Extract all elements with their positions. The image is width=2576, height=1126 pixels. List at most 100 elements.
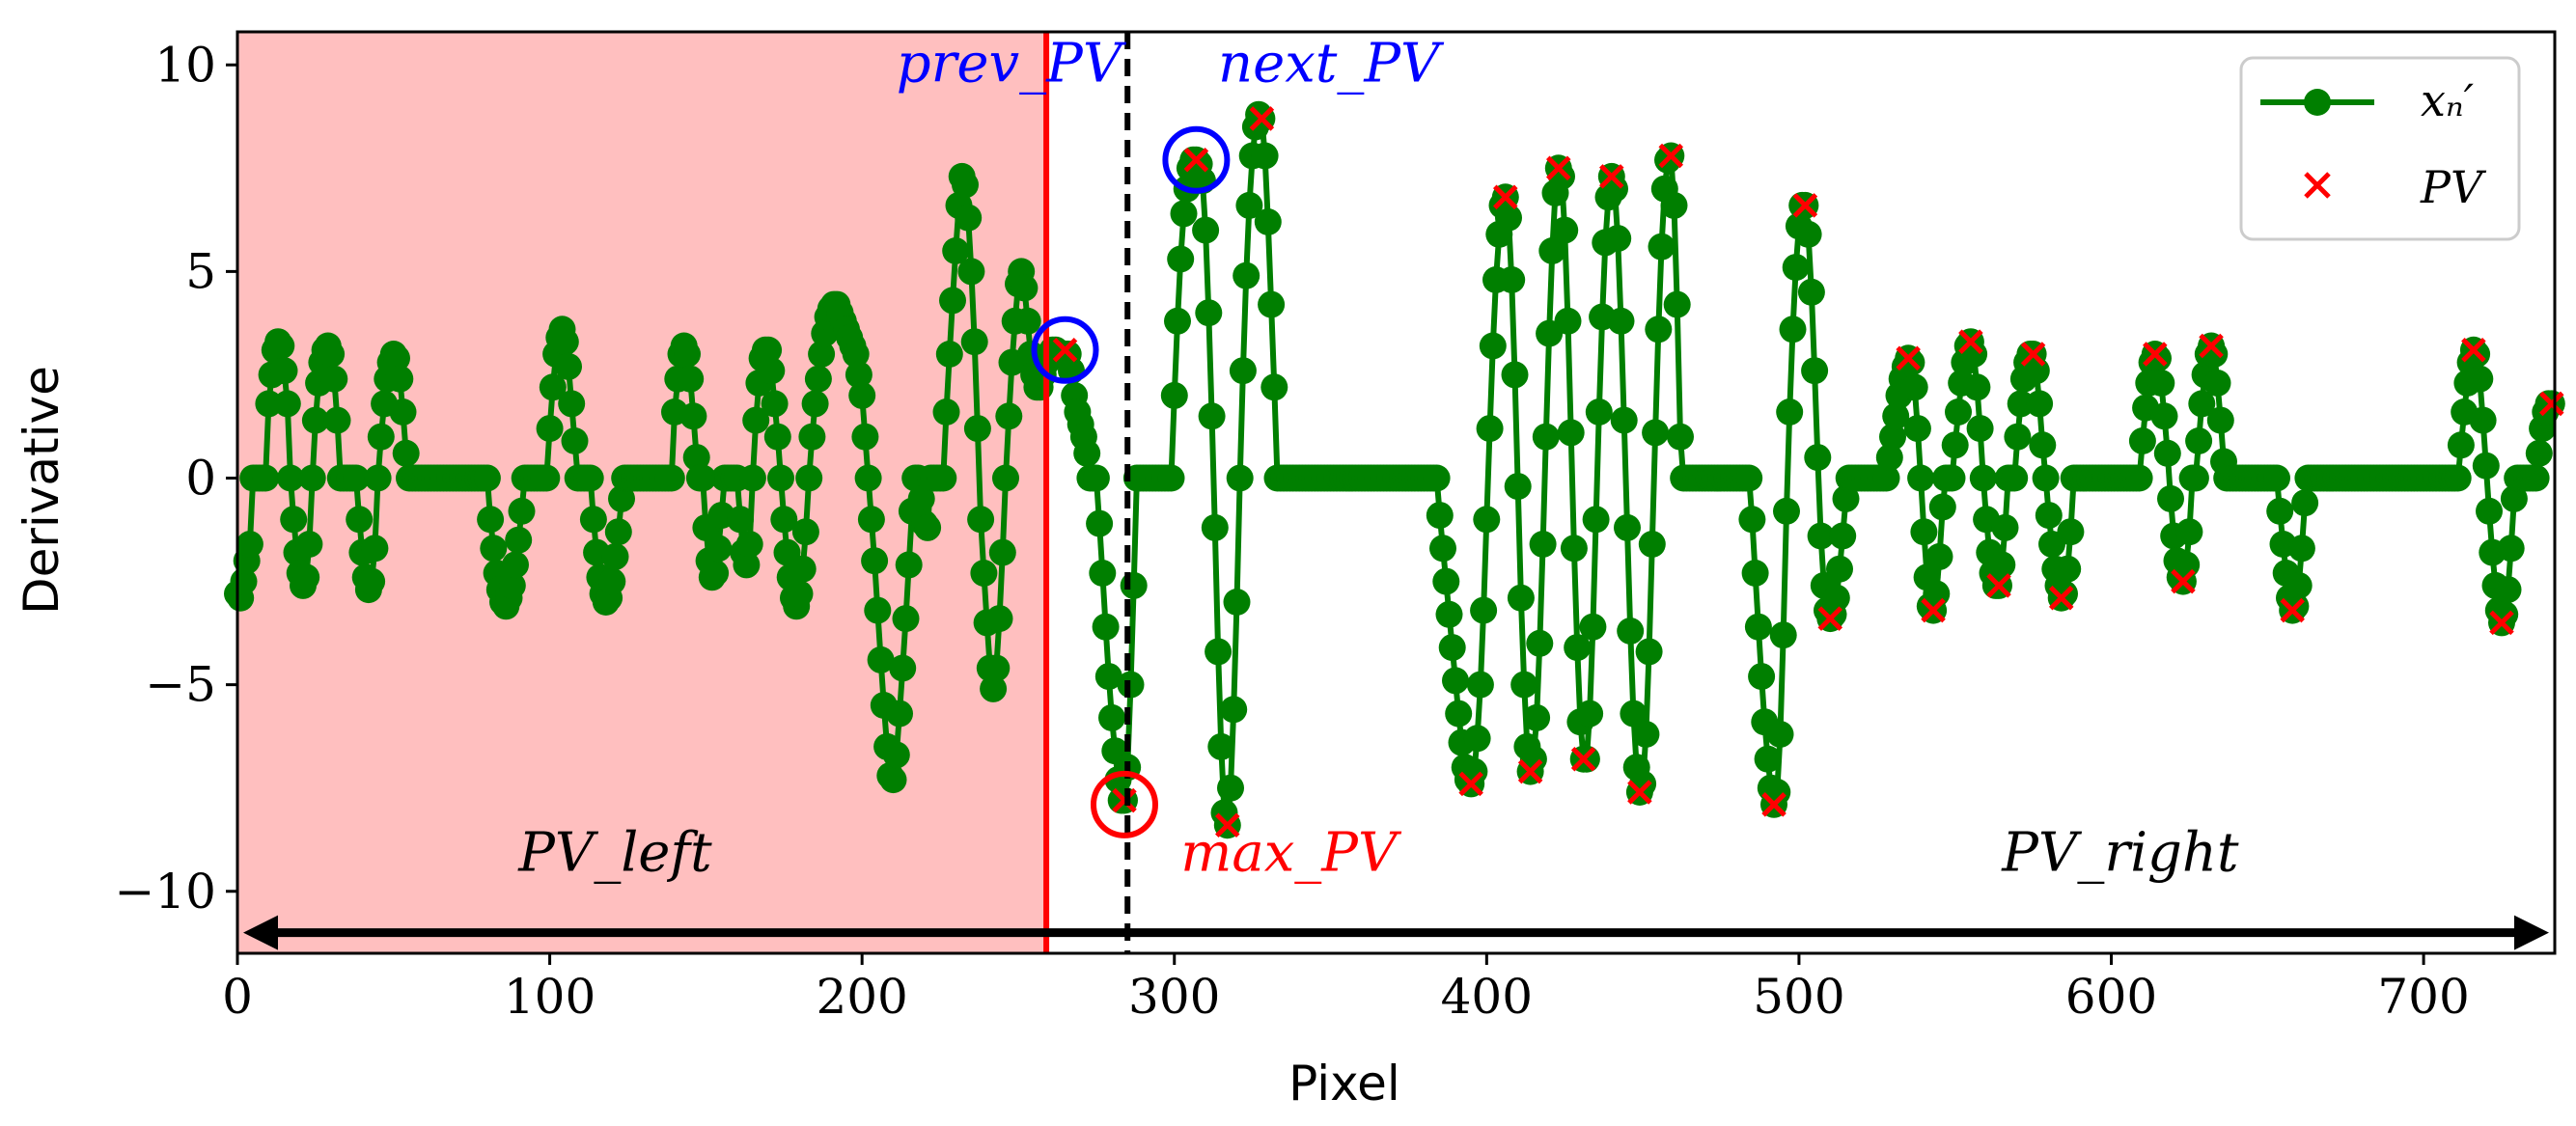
data-point: [301, 406, 329, 434]
pv-marker: [1599, 164, 1624, 189]
data-point: [255, 390, 283, 418]
data-point: [1229, 357, 1257, 385]
data-point: [957, 258, 985, 286]
series-layer: [224, 100, 2565, 839]
data-point: [808, 341, 836, 368]
data-point: [1632, 721, 1660, 748]
data-point: [358, 567, 386, 595]
data-point: [1089, 560, 1117, 587]
data-point: [1945, 398, 1972, 426]
data-point: [2157, 484, 2184, 512]
x-tick-label: 0: [222, 969, 253, 1025]
data-point: [1667, 423, 1694, 451]
pv-marker-stroke: [1458, 771, 1483, 797]
data-point: [889, 654, 917, 682]
pv-marker-stroke: [1658, 143, 1684, 169]
data-point: [770, 506, 798, 534]
data-point: [2054, 555, 2082, 583]
data-point: [1822, 584, 1850, 612]
data-point: [1826, 555, 1853, 583]
data-point: [1504, 473, 1532, 501]
data-point: [914, 513, 942, 541]
data-point: [1910, 518, 1938, 546]
data-point: [533, 464, 561, 492]
data-point: [1473, 506, 1501, 534]
data-point: [361, 535, 389, 563]
data-point: [967, 506, 995, 534]
y-axis-label: Derivative: [14, 366, 69, 615]
data-point: [939, 287, 966, 315]
data-point: [1560, 535, 1588, 563]
data-point: [2007, 390, 2035, 418]
data-point: [886, 700, 913, 728]
data-point: [2291, 489, 2319, 517]
data-point: [1429, 535, 1456, 563]
data-point: [755, 336, 783, 364]
plot-frame: [235, 30, 2557, 955]
data-point: [2185, 427, 2213, 454]
data-point: [1170, 200, 1198, 228]
data-point: [1875, 444, 1903, 472]
data-point: [295, 531, 323, 558]
data-point: [383, 344, 410, 372]
data-point: [1466, 671, 1494, 699]
pv-marker-stroke: [1214, 812, 1240, 838]
data-point: [1794, 220, 1822, 248]
data-point: [386, 365, 414, 393]
annotation-max-pv: max_PV: [1180, 821, 1402, 884]
data-point: [789, 555, 817, 583]
data-point: [892, 605, 920, 633]
pv-marker-stroke: [1492, 184, 1518, 210]
data-point: [702, 560, 730, 587]
data-point: [555, 352, 582, 380]
pv-marker-stroke: [2489, 610, 2514, 636]
data-point: [1607, 307, 1635, 335]
data-point: [270, 357, 298, 385]
data-point: [763, 423, 791, 451]
pv-marker-stroke: [1249, 106, 1275, 131]
data-point: [960, 328, 988, 356]
data-point: [804, 365, 832, 393]
data-point: [2026, 390, 2054, 418]
data-point: [2029, 431, 2057, 459]
data-point: [1617, 618, 1645, 645]
data-point: [1585, 398, 1613, 426]
data-point: [1463, 725, 1491, 753]
pv-marker-stroke: [2143, 342, 2168, 367]
pv-marker: [1817, 606, 1843, 631]
data-point: [1829, 522, 1857, 550]
data-point: [1220, 696, 1248, 724]
pv-marker-stroke: [1570, 746, 1596, 772]
data-point: [2057, 518, 2085, 546]
data-point: [988, 538, 1016, 566]
data-point: [935, 341, 963, 368]
data-point: [2001, 464, 2029, 492]
data-point: [767, 464, 794, 492]
data-point: [1988, 551, 2016, 579]
data-point: [1642, 419, 1670, 447]
legend-circle-swatch: [2304, 89, 2331, 116]
data-point: [323, 406, 351, 434]
legend: xₙ′ PV: [2239, 56, 2521, 241]
data-point: [1164, 307, 1191, 335]
data-point: [551, 328, 579, 356]
data-point: [1094, 663, 1122, 691]
data-point: [389, 398, 417, 426]
pv-marker-stroke: [1792, 193, 1818, 218]
data-point: [2476, 497, 2503, 525]
pv-marker: [1183, 147, 1209, 173]
data-point: [1160, 381, 1188, 409]
data-point: [1538, 237, 1566, 264]
y-tick-label: 10: [154, 37, 216, 93]
data-point: [1435, 600, 1463, 628]
data-point: [2188, 390, 2216, 418]
data-point: [2153, 439, 2181, 467]
data-point: [1882, 402, 1910, 430]
data-point: [1523, 703, 1551, 731]
data-point: [2032, 464, 2060, 492]
pv-marker: [2538, 391, 2564, 417]
data-point: [2206, 406, 2234, 434]
data-point: [604, 518, 632, 546]
data-point: [1579, 613, 1607, 641]
data-point: [1223, 589, 1251, 616]
